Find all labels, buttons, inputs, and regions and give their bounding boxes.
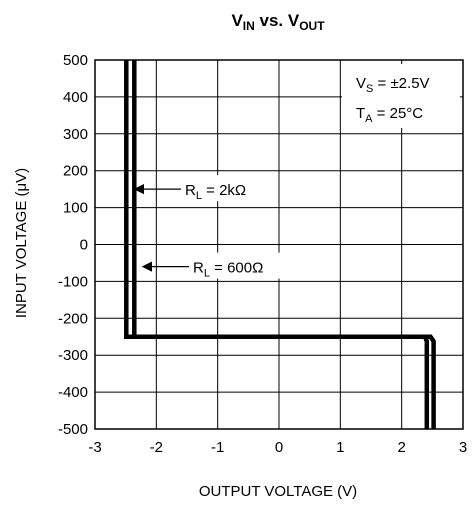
annotation-label-bg	[191, 252, 295, 279]
y-tick-label: 0	[80, 237, 88, 254]
condition-label-2: TA​ = 25°C	[356, 105, 423, 125]
y-tick-label: 300	[63, 126, 88, 143]
x-tick-label: -2	[150, 439, 163, 456]
y-tick-label: -200	[58, 310, 88, 327]
y-tick-label: -500	[58, 421, 88, 438]
y-tick-label: 100	[63, 200, 88, 217]
x-tick-label: 3	[459, 439, 467, 456]
plot-area-frame	[94, 59, 464, 430]
x-tick-label: 0	[275, 439, 283, 456]
chart-title: VIN​ vs. VOUT​	[231, 11, 325, 33]
series-lines	[124, 60, 436, 429]
x-tick-label: 2	[397, 439, 405, 456]
series-label-2: RL​ = 600Ω	[193, 260, 263, 280]
y-tick-label: -400	[58, 384, 88, 401]
x-tick-label: 1	[336, 439, 344, 456]
y-tick-label: -300	[58, 347, 88, 364]
annotations: RL​ = 2kΩ RL​ = 600Ω VS​ = ±2.5V TA​ = 25°C	[133, 64, 460, 280]
y-axis-title: INPUT VOLTAGE (μV)	[13, 168, 30, 318]
y-tick-label: 400	[63, 89, 88, 106]
x-tick-label: -3	[88, 439, 101, 456]
annotation-label-bg	[183, 175, 276, 202]
y-tick-label: 200	[63, 163, 88, 180]
y-tick-label: -100	[58, 273, 88, 290]
series-line-2	[132, 60, 436, 429]
x-axis-title: OUTPUT VOLTAGE (V)	[199, 483, 357, 500]
conditions-box	[342, 64, 460, 128]
x-tick-label: -1	[211, 439, 224, 456]
condition-label-1: VS​ = ±2.5V	[356, 75, 430, 95]
tick-labels: -3 -2 -1 0 1 2 3 500 400 300 200 100 0 -100 -200 -300 -4…	[58, 52, 467, 456]
series-label-1: RL​ = 2kΩ	[185, 182, 246, 202]
y-tick-label: 500	[63, 52, 88, 69]
